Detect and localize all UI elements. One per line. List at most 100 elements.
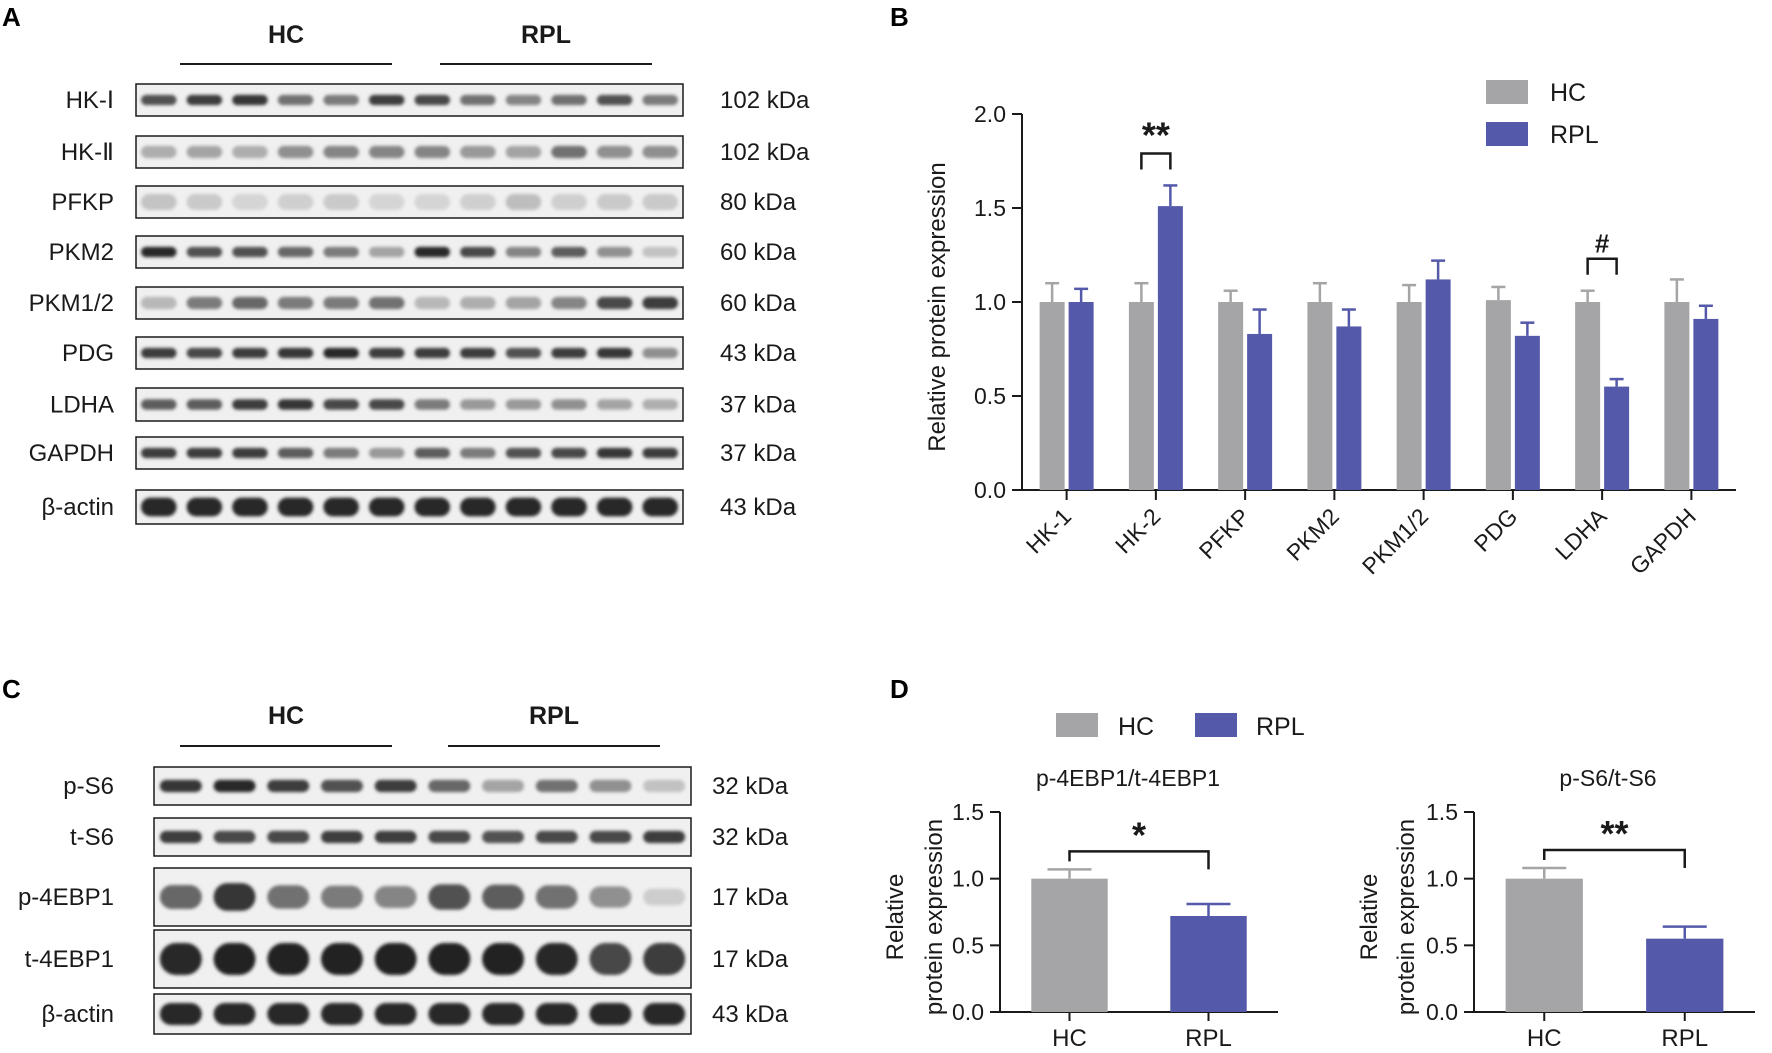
chart-title: p-S6/t-S6	[1559, 765, 1656, 791]
y-tick-label: 1.5	[952, 799, 984, 825]
legend-label-hc: HC	[1118, 713, 1154, 741]
x-tick-label: GAPDH	[1625, 503, 1701, 579]
y-tick-label: 0.0	[974, 477, 1006, 503]
blot-size-label: 32 kDa	[712, 824, 789, 851]
significance-marker: **	[1142, 114, 1170, 155]
blot-band	[213, 883, 256, 911]
blot-band	[267, 885, 310, 909]
bar-hc	[1575, 302, 1601, 490]
significance-bracket	[1543, 848, 1686, 868]
y-axis-label-line-1: Relative	[882, 874, 909, 961]
significance-bracket	[1586, 257, 1618, 275]
y-tick-label: 2.0	[974, 101, 1006, 127]
y-tick-label: 1.5	[974, 195, 1006, 221]
x-tick-label: LDHA	[1550, 503, 1612, 565]
blot-band	[186, 347, 223, 359]
blot-band	[267, 1003, 310, 1025]
blot-membrane	[135, 286, 684, 320]
legend-swatch-hc	[1486, 80, 1528, 104]
blot-band	[482, 943, 524, 975]
y-tick-label: 1.0	[952, 866, 984, 892]
blot-band	[368, 399, 405, 410]
blot-band	[374, 943, 417, 975]
blot-size-label: 43 kDa	[712, 1001, 789, 1028]
blot-band	[141, 246, 177, 258]
blot-band	[535, 885, 578, 909]
blot-band	[642, 246, 678, 258]
blot-band	[589, 830, 632, 844]
y-tick-label: 1.0	[1426, 866, 1458, 892]
blot-band	[505, 246, 542, 258]
blot-band	[460, 399, 496, 410]
blot-band	[551, 347, 587, 359]
blot-band	[159, 1003, 202, 1025]
blot-band	[482, 830, 524, 844]
blot-band	[460, 347, 496, 359]
blot-band	[643, 830, 686, 844]
blot-band	[374, 830, 417, 844]
bar-hc	[1031, 878, 1108, 1012]
blot-band	[414, 145, 451, 159]
blot-band	[596, 347, 633, 359]
blot-band	[186, 497, 223, 517]
bar-hc	[1128, 302, 1154, 490]
blot-band	[368, 94, 405, 106]
blot-band	[321, 943, 363, 975]
legend-swatch-hc	[1056, 713, 1098, 737]
blot-band	[213, 779, 256, 793]
blot-band	[482, 779, 524, 793]
bar-rpl	[1425, 279, 1451, 490]
blot-label: LDHA	[50, 392, 114, 419]
bar-hc	[1307, 302, 1333, 490]
y-tick-label: 0.0	[952, 999, 984, 1025]
x-tick-label: PKM2	[1281, 503, 1344, 566]
blot-band	[267, 830, 310, 844]
blot-band	[414, 94, 451, 106]
blot-label: HK-Ⅱ	[61, 139, 114, 166]
blot-membrane	[135, 387, 684, 422]
blot-band	[505, 94, 542, 106]
blot-band	[414, 296, 451, 310]
blot-band	[642, 399, 678, 410]
blot-band	[232, 246, 268, 258]
blot-band	[323, 194, 359, 210]
legend-label-hc: HC	[1550, 79, 1586, 107]
blot-band	[277, 94, 314, 106]
blot-band	[551, 447, 587, 459]
x-tick-label: PFKP	[1194, 503, 1255, 564]
blot-band	[596, 497, 633, 517]
blot-size-label: 17 kDa	[712, 884, 789, 911]
significance-marker: #	[1595, 229, 1610, 259]
blot-band	[460, 246, 496, 258]
blot-band	[596, 296, 633, 310]
y-tick-label: 0.0	[1426, 999, 1458, 1025]
blot-band	[414, 347, 451, 359]
blot-size-label: 43 kDa	[720, 340, 797, 367]
blot-label: t-S6	[70, 824, 114, 851]
western-blot-panel-c: HC RPL p-S6 32 kDa t-S6 32 kDa p-4EBP1 17 kDa t-…	[18, 702, 789, 1035]
blot-band	[321, 1003, 363, 1025]
blot-band	[141, 296, 177, 310]
blot-band	[482, 1003, 524, 1025]
y-tick-label: 0.5	[974, 383, 1006, 409]
blot-label: β-actin	[42, 494, 115, 521]
bar-chart-panel-b: 0.0 0.5 1.0 1.5 2.0 Relative protein expressi…	[924, 79, 1736, 579]
panel-letter-c: C	[2, 674, 21, 704]
blot-label: PDG	[62, 340, 114, 367]
blot-band	[213, 943, 256, 975]
blot-band	[159, 830, 202, 844]
blot-band	[596, 94, 633, 106]
y-tick-label: 1.0	[974, 289, 1006, 315]
blot-band	[368, 497, 405, 517]
blot-label: PKM2	[49, 239, 114, 266]
blot-band	[642, 194, 678, 210]
bar-charts-panel-d: HC RPL 0.0 0.5 1.0 1.5 p-4EBP1/t-4EBP1 Relative…	[882, 713, 1755, 1052]
blot-band	[428, 779, 471, 793]
blot-band	[213, 830, 256, 844]
x-tick-label: RPL	[1185, 1025, 1232, 1052]
blot-band	[505, 145, 542, 159]
blot-band	[414, 194, 451, 210]
blot-band	[323, 246, 359, 258]
x-tick-label: HC	[1052, 1025, 1087, 1052]
blot-band	[414, 246, 451, 258]
